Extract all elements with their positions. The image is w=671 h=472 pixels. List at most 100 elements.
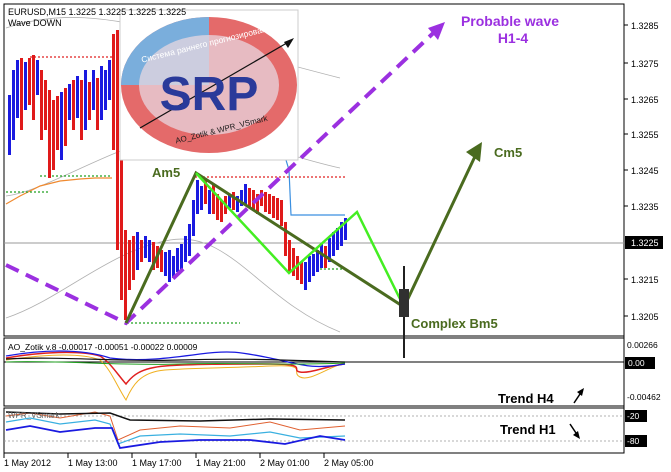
time-label: 1 May 21:00 [196, 458, 246, 468]
candle-bar [52, 100, 55, 170]
current-price-label: 1.3225 [631, 238, 659, 248]
candle-bar [140, 240, 143, 262]
candle-bar [92, 70, 95, 110]
candle-bar [88, 82, 91, 120]
candle-bar [192, 200, 195, 236]
wpr-axis-label: -80 [627, 436, 640, 446]
time-axis: 1 May 2012 1 May 13:00 1 May 17:00 1 May… [3, 453, 374, 468]
time-label: 2 May 05:00 [324, 458, 374, 468]
candle-bar [308, 256, 311, 282]
ao-axis-label: 0.00 [628, 358, 645, 368]
price-axis: 1.3285 1.3275 1.3265 1.3255 1.3245 1.323… [624, 21, 663, 322]
wave-markup [5, 20, 482, 358]
time-label: 2 May 01:00 [260, 458, 310, 468]
candle-bar [48, 90, 51, 178]
wpr-axis-label: -20 [627, 411, 640, 421]
candle-bar [200, 186, 203, 210]
time-label: 1 May 2012 [4, 458, 51, 468]
candle-bar [228, 194, 231, 208]
candle-bar [136, 232, 139, 270]
cm5-label: Cm5 [494, 145, 522, 160]
candle-bar [160, 250, 163, 272]
candle-bar [108, 60, 111, 100]
candle-bar [36, 60, 39, 95]
candle-bar [180, 244, 183, 270]
candle-bar [196, 180, 199, 214]
candle-bar [248, 188, 251, 208]
candle-bar [60, 92, 63, 160]
complex-bm5-candle-body [399, 289, 409, 317]
price-label: 1.3265 [631, 95, 659, 105]
ao-histogram [4, 350, 624, 402]
price-label: 1.3235 [631, 202, 659, 212]
lower-channel-curve [5, 238, 341, 333]
chart-indicator-header: Wave DOWN [8, 18, 62, 28]
complex-bm5-label: Complex Bm5 [411, 316, 498, 331]
candle-bar [104, 70, 107, 110]
candle-bar [216, 194, 219, 220]
candle-bar [296, 256, 299, 280]
candle-bar [8, 95, 11, 155]
logo-letters: SRP [160, 68, 259, 121]
candle-bar [280, 200, 283, 226]
candle-bar [144, 236, 147, 258]
candle-bar [40, 70, 43, 140]
candle-bar [312, 254, 315, 276]
ao-panel-title: AO_Zotik v.8 -0.00017 -0.00051 -0.00022 … [8, 342, 198, 352]
candle-bar [68, 84, 71, 120]
candle-bar [44, 80, 47, 130]
price-label: 1.3205 [631, 312, 659, 322]
candle-bar [116, 30, 119, 250]
candle-bar [168, 250, 171, 282]
trend-h1-label: Trend H1 [500, 422, 556, 437]
candle-bar [164, 252, 167, 276]
candle-bar [212, 184, 215, 214]
candle-bar [292, 248, 295, 276]
candle-bar [340, 222, 343, 246]
candle-bar [56, 96, 59, 150]
srp-logo: SRP Система раннего прогнозирования AO_Z… [119, 9, 299, 161]
candle-bar [184, 236, 187, 262]
candle-bar [16, 60, 19, 118]
candlestick-series [8, 30, 347, 320]
ao-axis-label: 0.00266 [627, 340, 658, 350]
candle-bar [344, 218, 347, 240]
candle-bar [28, 58, 31, 105]
candle-bar [76, 76, 79, 118]
ao-indicator-panel[interactable] [3, 337, 625, 407]
orange-ma-line [5, 177, 112, 205]
price-label: 1.3285 [631, 21, 659, 31]
candle-bar [244, 184, 247, 204]
candle-bar [176, 248, 179, 272]
wave-am5-cm5-line [124, 149, 480, 324]
candle-bar [100, 66, 103, 120]
candle-bar [128, 240, 131, 290]
candle-bar [112, 34, 115, 150]
candle-bar [120, 150, 123, 300]
candle-bar [240, 190, 243, 206]
candle-bar [320, 244, 323, 268]
candle-bar [208, 190, 211, 214]
candle-bar [72, 80, 75, 130]
price-label: 1.3275 [631, 59, 659, 69]
time-label: 1 May 13:00 [68, 458, 118, 468]
probable-wave-label-line2: H1-4 [498, 30, 529, 46]
candle-bar [20, 58, 23, 130]
current-price-marker [625, 236, 663, 249]
chart-symbol-header: EURUSD,M15 1.3225 1.3225 1.3225 1.3225 [8, 7, 186, 17]
candle-bar [12, 70, 15, 140]
time-label: 1 May 17:00 [132, 458, 182, 468]
candle-bar [276, 198, 279, 220]
cm5-arrowhead [466, 142, 482, 162]
price-label: 1.3255 [631, 130, 659, 140]
main-chart-panel[interactable] [3, 3, 625, 337]
price-label: 1.3215 [631, 275, 659, 285]
candle-bar [232, 192, 235, 210]
candle-bar [124, 230, 127, 320]
wpr-panel-title: WPR_VSmark [8, 411, 61, 420]
candle-bar [172, 256, 175, 278]
candle-bar [268, 194, 271, 214]
candle-bar [284, 222, 287, 256]
candle-bar [204, 178, 207, 204]
